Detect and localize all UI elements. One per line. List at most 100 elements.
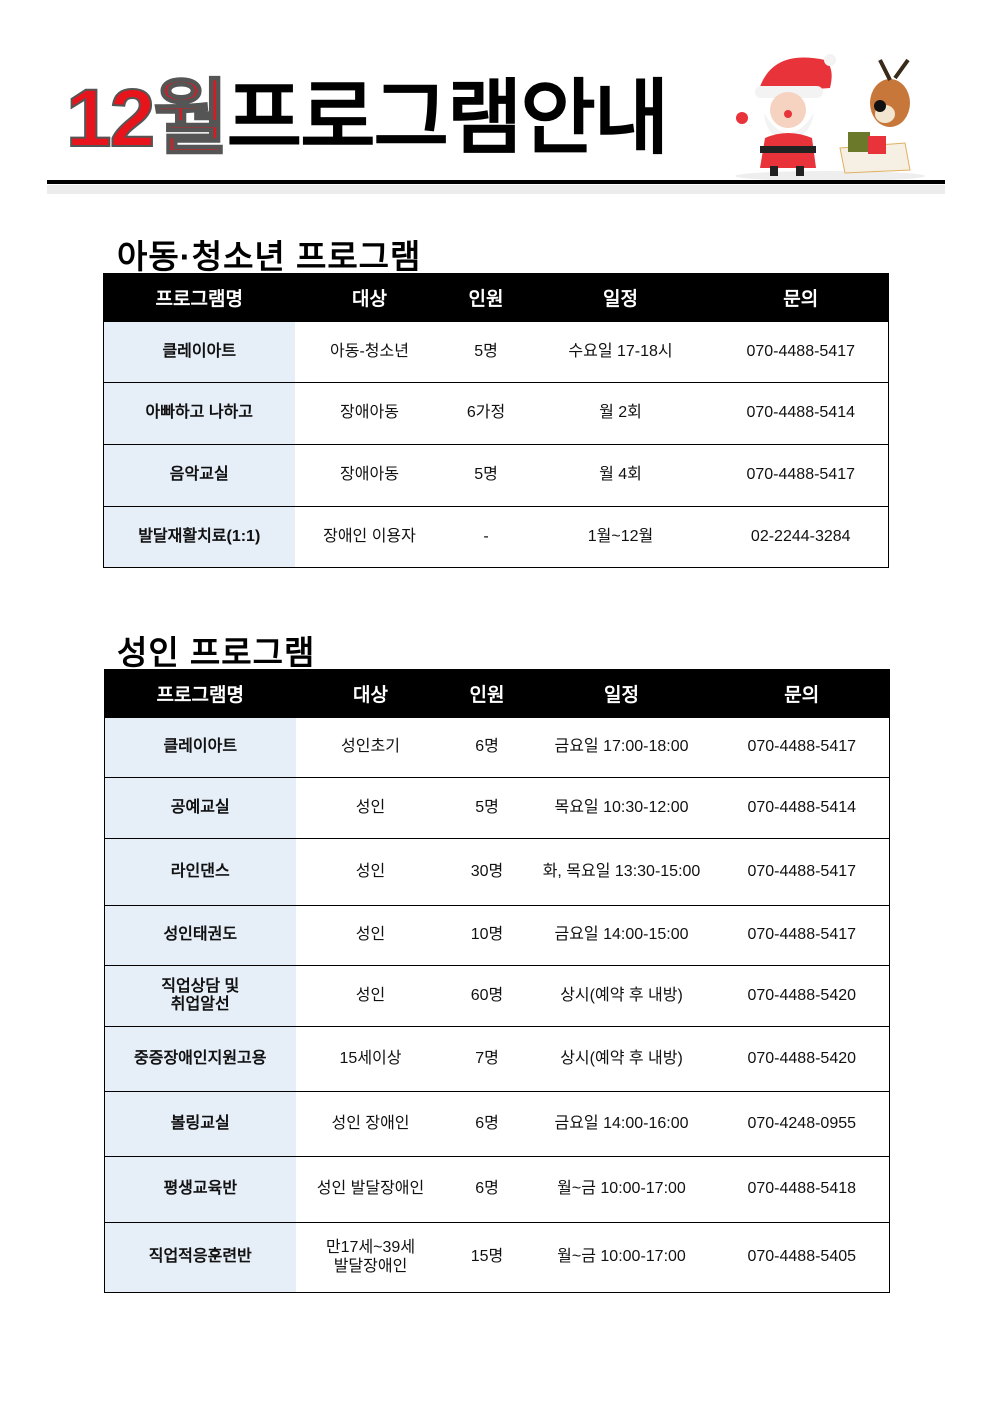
section-title-youth: 아동·청소년 프로그램: [117, 238, 422, 275]
cell-target: 아동-청소년: [294, 321, 445, 383]
cell-contact: 070-4488-5414: [714, 777, 890, 839]
cell-capacity: 60명: [445, 965, 529, 1027]
cell-target: 성인: [295, 777, 446, 839]
table-row: 볼링교실 성인 장애인 6명 금요일 14:00-16:00 070-4248-0955: [104, 1091, 890, 1157]
cell-capacity: 15명: [445, 1222, 529, 1293]
cell-program-name: 중증장애인지원고용: [104, 1026, 296, 1092]
cell-schedule: 월~금 10:00-17:00: [528, 1222, 715, 1293]
cell-capacity: -: [444, 506, 528, 568]
table-row: 음악교실 장애아동 5명 월 4회 070-4488-5417: [103, 444, 889, 507]
cell-capacity: 7명: [445, 1026, 529, 1092]
cell-contact: 070-4488-5418: [714, 1156, 890, 1223]
table-row: 클레이아트 성인초기 6명 금요일 17:00-18:00 070-4488-5417: [104, 717, 890, 778]
cell-target: 15세이상: [295, 1026, 446, 1092]
cell-program-name: 성인태권도: [104, 905, 296, 966]
cell-contact: 070-4488-5417: [714, 838, 890, 906]
section-title-adult: 성인 프로그램: [117, 634, 316, 671]
table-header: 프로그램명 대상 인원 일정 문의: [103, 273, 889, 322]
page-title: 12월프로그램안내: [65, 77, 669, 161]
cell-capacity: 6명: [445, 1156, 529, 1223]
cell-target: 장애인 이용자: [294, 506, 445, 568]
col-header: 일정: [527, 273, 714, 322]
table-row: 직업적응훈련반 만17세~39세 발달장애인 15명 월~금 10:00-17:00 0…: [104, 1222, 890, 1293]
cell-capacity: 6명: [445, 1091, 529, 1157]
table-row: 발달재활치료(1:1) 장애인 이용자 -1월~12월 02-2244-3284: [103, 506, 889, 568]
col-header: 일정: [528, 669, 715, 718]
cell-schedule: 금요일 14:00-15:00: [528, 905, 715, 966]
cell-program-name: 공예교실: [104, 777, 296, 839]
cell-contact: 070-4488-5414: [713, 382, 889, 445]
cell-schedule: 수요일 17-18시: [527, 321, 714, 383]
table-row: 직업상담 및 취업알선 성인 60명 상시(예약 후 내방) 070-4488-5420: [104, 965, 890, 1027]
cell-contact: 070-4488-5405: [714, 1222, 890, 1293]
cell-program-name: 직업상담 및 취업알선: [104, 965, 296, 1027]
table-row: 중증장애인지원고용 15세이상 7명 상시(예약 후 내방) 070-4488-5420: [104, 1026, 890, 1092]
col-header: 프로그램명: [104, 669, 296, 718]
title-month: 12월: [65, 73, 230, 164]
cell-contact: 070-4488-5417: [713, 321, 889, 383]
cell-contact: 070-4488-5417: [713, 444, 889, 507]
santa-reindeer-illustration: [735, 54, 925, 181]
table-row: 공예교실 성인 5명 목요일 10:30-12:00 070-4488-5414: [104, 777, 890, 839]
cell-target: 성인: [295, 965, 446, 1027]
cell-program-name: 라인댄스: [104, 838, 296, 906]
cell-schedule: 상시(예약 후 내방): [528, 965, 715, 1027]
cell-program-name: 평생교육반: [104, 1156, 296, 1223]
title-text: 프로그램안내: [226, 73, 670, 164]
cell-contact: 02-2244-3284: [713, 506, 889, 568]
table-row: 평생교육반 성인 발달장애인 6명 월~금 10:00-17:00 070-4488-5…: [104, 1156, 890, 1223]
col-header: 문의: [713, 273, 889, 322]
cell-program-name: 볼링교실: [104, 1091, 296, 1157]
col-header: 프로그램명: [103, 273, 295, 322]
table-row: 클레이아트 아동-청소년 5명 수요일 17-18시 070-4488-5417: [103, 321, 889, 383]
cell-program-name: 아빠하고 나하고: [103, 382, 295, 445]
table-row: 성인태권도 성인 10명 금요일 14:00-15:00 070-4488-5417: [104, 905, 890, 966]
cell-capacity: 10명: [445, 905, 529, 966]
cell-contact: 070-4248-0955: [714, 1091, 890, 1157]
cell-target: 장애아동: [294, 382, 445, 445]
cell-schedule: 금요일 17:00-18:00: [528, 717, 715, 778]
cell-target: 만17세~39세 발달장애인: [295, 1222, 446, 1293]
cell-capacity: 5명: [444, 321, 528, 383]
cell-target: 성인: [295, 838, 446, 906]
cell-contact: 070-4488-5420: [714, 1026, 890, 1092]
cell-target: 성인 발달장애인: [295, 1156, 446, 1223]
cell-capacity: 5명: [444, 444, 528, 507]
cell-program-name: 클레이아트: [103, 321, 295, 383]
cell-target: 장애아동: [294, 444, 445, 507]
cell-capacity: 5명: [445, 777, 529, 839]
adult-program-table: 프로그램명 대상 인원 일정 문의 클레이아트 성인초기 6명 금요일 17:00-1…: [104, 669, 890, 1293]
table-row: 아빠하고 나하고 장애아동 6가정 월 2회 070-4488-5414: [103, 382, 889, 445]
cell-target: 성인: [295, 905, 446, 966]
col-header: 문의: [714, 669, 890, 718]
cell-capacity: 30명: [445, 838, 529, 906]
cell-schedule: 월 4회: [527, 444, 714, 507]
cell-program-name: 음악교실: [103, 444, 295, 507]
cell-target: 성인 장애인: [295, 1091, 446, 1157]
cell-capacity: 6가정: [444, 382, 528, 445]
cell-target: 성인초기: [295, 717, 446, 778]
cell-contact: 070-4488-5417: [714, 717, 890, 778]
table-header: 프로그램명 대상 인원 일정 문의: [104, 669, 890, 718]
cell-contact: 070-4488-5417: [714, 905, 890, 966]
cell-program-name: 발달재활치료(1:1): [103, 506, 295, 568]
cell-schedule: 금요일 14:00-16:00: [528, 1091, 715, 1157]
col-header: 인원: [445, 669, 529, 718]
cell-program-name: 직업적응훈련반: [104, 1222, 296, 1293]
cell-schedule: 1월~12월: [527, 506, 714, 568]
header-rule: [47, 180, 945, 184]
col-header: 대상: [295, 669, 446, 718]
cell-schedule: 상시(예약 후 내방): [528, 1026, 715, 1092]
cell-contact: 070-4488-5420: [714, 965, 890, 1027]
col-header: 대상: [294, 273, 445, 322]
cell-capacity: 6명: [445, 717, 529, 778]
cell-schedule: 월~금 10:00-17:00: [528, 1156, 715, 1223]
table-row: 라인댄스 성인 30명 화, 목요일 13:30-15:00 070-4488-5417: [104, 838, 890, 906]
cell-schedule: 화, 목요일 13:30-15:00: [528, 838, 715, 906]
col-header: 인원: [444, 273, 528, 322]
header-rule-shadow: [47, 185, 945, 194]
cell-schedule: 월 2회: [527, 382, 714, 445]
cell-schedule: 목요일 10:30-12:00: [528, 777, 715, 839]
youth-program-table: 프로그램명 대상 인원 일정 문의 클레이아트 아동-청소년 5명 수요일 17-18…: [103, 273, 889, 568]
